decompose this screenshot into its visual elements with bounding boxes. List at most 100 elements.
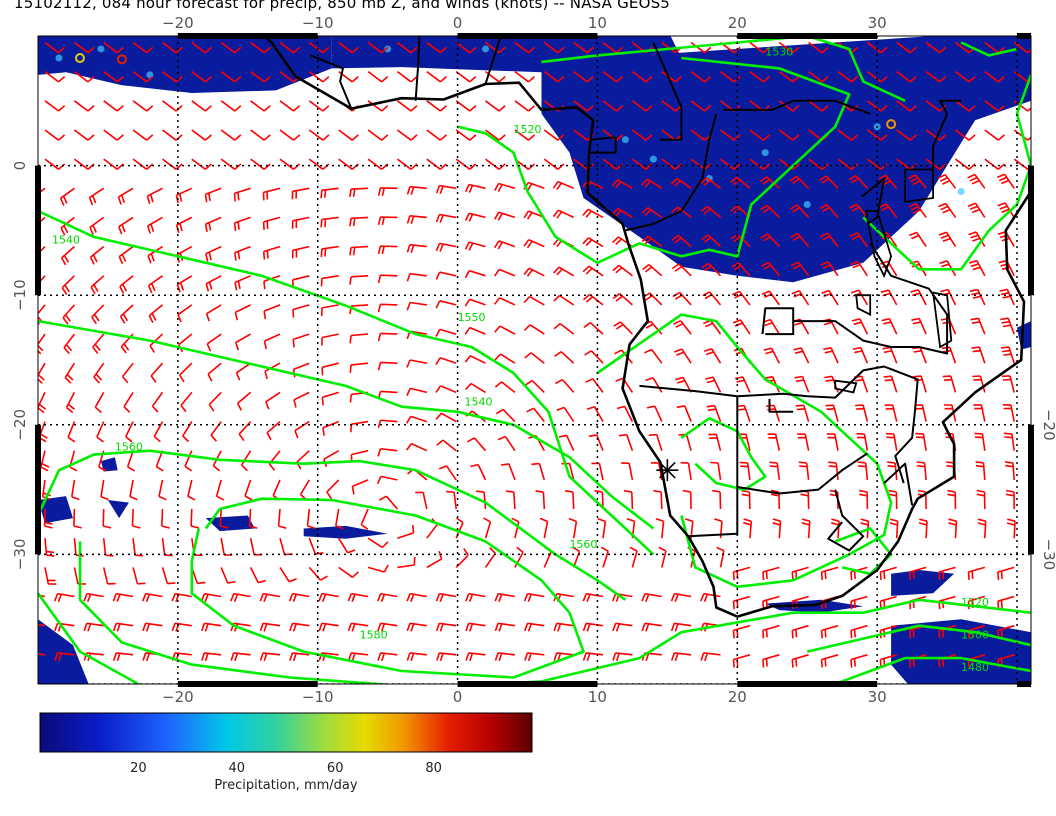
wind-barb: [655, 518, 665, 539]
wind-barb: [494, 381, 516, 394]
wind-barb: [406, 387, 427, 396]
wind-barb: [320, 245, 339, 257]
wind-barb: [641, 592, 662, 602]
wind-barb: [406, 272, 427, 282]
country-border: [883, 462, 914, 506]
wind-barb: [238, 421, 252, 442]
wind-barb: [621, 462, 634, 481]
wind-barb: [543, 70, 565, 83]
wind-barb: [73, 129, 95, 141]
wind-barb: [205, 304, 222, 322]
wind-barb: [820, 566, 839, 581]
height-contour: [38, 209, 655, 556]
wind-barb: [602, 70, 624, 83]
wind-barb: [38, 333, 46, 355]
wind-barb: [406, 359, 427, 368]
lake: [864, 210, 893, 279]
wind-barb: [250, 100, 271, 112]
wind-barb: [524, 379, 545, 393]
precip-area: [541, 36, 1031, 283]
wind-barb: [938, 231, 957, 248]
wind-barb: [543, 158, 565, 170]
wind-barb: [43, 508, 53, 529]
wind-barb: [54, 652, 75, 662]
wind-barb: [220, 158, 242, 170]
wind-barb: [514, 70, 536, 83]
wind-barb: [700, 652, 721, 662]
wind-barb: [205, 275, 222, 292]
wind-barb: [602, 41, 624, 54]
wind-barb: [732, 566, 751, 581]
country-border: [484, 36, 502, 85]
wind-barb: [406, 652, 427, 662]
wind-barb: [511, 517, 520, 539]
wind-barb: [705, 376, 722, 393]
wind-barb: [103, 41, 124, 54]
wind-barb: [851, 318, 869, 335]
wind-barb: [69, 450, 78, 472]
wind-barb: [308, 129, 330, 141]
wind-barb: [220, 129, 242, 141]
wind-barb: [131, 508, 141, 529]
wind-barb: [573, 100, 594, 112]
country-border: [761, 307, 795, 336]
wind-barb: [720, 158, 741, 170]
wind-barb: [291, 245, 310, 259]
wind-barb: [823, 346, 839, 364]
wind-barb: [377, 332, 398, 342]
wind-barb: [866, 70, 888, 83]
wind-barb: [762, 318, 780, 335]
wind-barb: [435, 357, 457, 366]
wind-barb: [177, 304, 193, 323]
wind-barb: [249, 538, 263, 556]
wind-barb: [249, 567, 267, 584]
wind-barb: [830, 518, 840, 539]
contour-label: 1540: [52, 233, 80, 246]
wind-barb: [318, 592, 339, 602]
wind-barb: [955, 70, 976, 83]
wind-barb: [999, 288, 1015, 306]
wind-barb: [955, 158, 976, 170]
wind-barb: [464, 298, 486, 307]
wind-barb: [263, 304, 281, 320]
wind-barb: [132, 538, 144, 557]
wind-barb: [162, 100, 183, 112]
wind-barb: [975, 461, 986, 480]
lake: [834, 379, 858, 394]
wind-barb: [60, 216, 75, 236]
lake: [855, 294, 872, 317]
wind-barb: [204, 216, 222, 233]
wind-barb: [44, 567, 57, 585]
wind-barb: [798, 461, 810, 480]
wind-barb: [674, 348, 692, 364]
wind-barb: [494, 268, 516, 277]
wind-barb: [524, 652, 545, 662]
wind-barb: [60, 246, 75, 266]
wind-barb: [767, 433, 781, 451]
wind-barb: [322, 420, 339, 436]
wind-barb: [866, 129, 888, 141]
wind-barb: [494, 353, 516, 364]
wind-barb: [279, 566, 297, 583]
wind-barb: [132, 129, 154, 141]
wind-barb: [585, 378, 604, 393]
wind-barb: [112, 652, 134, 662]
wind-barb: [406, 243, 427, 254]
wind-barb: [406, 301, 427, 311]
wind-barb: [778, 129, 800, 141]
wind-barb: [673, 319, 692, 335]
country-border: [310, 54, 353, 109]
height-contour: [457, 56, 851, 265]
wind-barb: [672, 291, 692, 306]
wind-barb: [59, 187, 75, 206]
wind-barb: [89, 216, 105, 236]
wind-barb: [132, 41, 154, 54]
wind-barb: [323, 450, 340, 468]
wind-barb: [294, 420, 310, 439]
wind-barb: [124, 421, 134, 443]
precip-cell: [621, 136, 629, 144]
precip-peak: [116, 54, 127, 65]
wind-barb: [523, 324, 545, 335]
wind-barb: [671, 234, 692, 248]
wind-barb: [464, 183, 486, 193]
